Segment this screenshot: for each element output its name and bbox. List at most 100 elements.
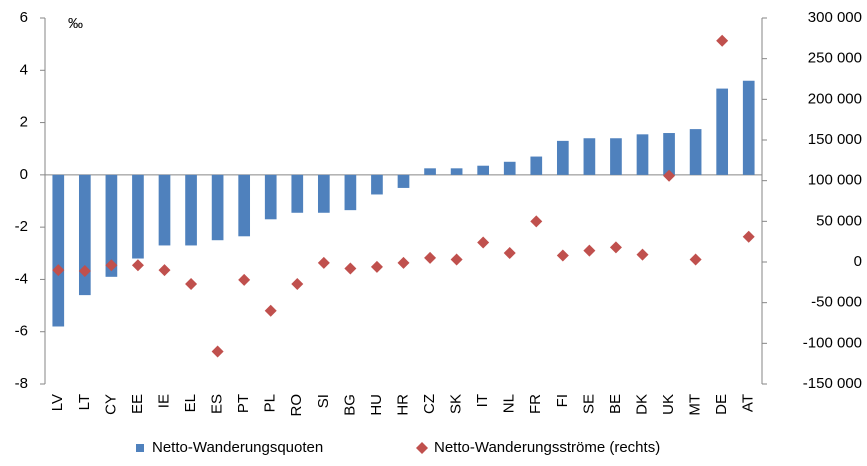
legend-marker	[136, 444, 144, 452]
diamond-marker	[78, 264, 91, 277]
y-tick-label: 0	[20, 166, 28, 183]
bar	[742, 80, 755, 175]
x-tick-label: DK	[633, 394, 650, 415]
diamond-marker	[716, 34, 729, 47]
x-tick-label: CZ	[421, 394, 438, 414]
diamond-marker	[450, 253, 463, 266]
bar	[52, 174, 65, 327]
bar	[636, 134, 649, 175]
y2-tick-label: -50 000	[811, 294, 862, 311]
x-tick-label: SI	[315, 394, 332, 408]
bar	[424, 168, 436, 175]
x-tick-label: FR	[527, 394, 544, 414]
bar	[105, 174, 118, 277]
bar	[450, 168, 463, 175]
diamond-marker	[185, 277, 198, 290]
y2-tick-label: -100 000	[803, 334, 862, 351]
x-tick-label: BE	[607, 394, 624, 414]
x-tick-label: SK	[448, 394, 465, 414]
diamond-marker	[503, 247, 516, 260]
bar	[371, 174, 383, 195]
diamond-marker	[742, 230, 755, 243]
diamond-marker	[131, 259, 144, 272]
y-tick-label: -4	[15, 270, 28, 287]
bar	[211, 174, 224, 241]
bar	[530, 156, 543, 175]
bar	[689, 129, 702, 175]
diamond-marker	[344, 262, 357, 275]
bar	[556, 140, 569, 175]
x-tick-label: HU	[368, 394, 385, 416]
y-tick-label: -6	[15, 323, 28, 340]
y2-tick-label: 300 000	[808, 9, 862, 26]
bar	[185, 174, 197, 246]
x-tick-label: LT	[76, 394, 93, 410]
unit-label: ‰	[68, 15, 83, 32]
bar	[78, 174, 91, 296]
diamond-marker	[370, 260, 383, 273]
diamond-marker	[397, 256, 410, 269]
diamond-marker	[583, 244, 596, 257]
x-tick-label: AT	[740, 394, 757, 412]
diamond-marker	[291, 277, 304, 290]
diamond-marker	[663, 169, 676, 182]
bar	[583, 138, 596, 175]
diamond-marker	[636, 248, 649, 261]
bar	[477, 165, 490, 175]
bar	[503, 161, 516, 175]
diamond-marker	[609, 241, 622, 254]
y2-tick-label: 250 000	[808, 50, 862, 67]
x-tick-label: IE	[155, 394, 172, 408]
bar	[716, 88, 729, 175]
y2-tick-label: 100 000	[808, 172, 862, 189]
x-tick-label: SE	[580, 394, 597, 414]
legend-label: Netto-Wanderungsströme (rechts)	[434, 439, 660, 456]
y2-tick-label: 150 000	[808, 131, 862, 148]
bar	[610, 138, 622, 175]
diamond-marker	[264, 304, 277, 317]
x-tick-label: EL	[182, 394, 199, 412]
bar	[158, 174, 171, 246]
bar	[317, 174, 330, 213]
diamond-marker	[158, 264, 171, 277]
diamond-marker	[530, 215, 543, 228]
y-tick-label: -2	[15, 218, 28, 235]
x-tick-label: NL	[501, 394, 518, 413]
diamond-marker	[689, 253, 702, 266]
x-tick-label: HR	[394, 394, 411, 416]
y2-tick-label: 200 000	[808, 90, 862, 107]
y-tick-label: -8	[15, 375, 28, 392]
bar	[397, 174, 410, 188]
bar	[291, 174, 304, 213]
bar	[132, 174, 144, 259]
x-tick-label: PL	[262, 394, 279, 412]
x-tick-label: DE	[713, 394, 730, 415]
y-tick-label: 4	[20, 61, 28, 78]
diamond-marker	[238, 273, 251, 286]
x-tick-label: RO	[288, 394, 305, 417]
x-tick-label: LV	[49, 394, 66, 411]
bar	[663, 133, 675, 175]
bar	[264, 174, 277, 220]
x-tick-label: PT	[235, 394, 252, 413]
y-tick-label: 6	[20, 9, 28, 26]
diamond-marker	[211, 345, 224, 358]
x-tick-label: FI	[554, 394, 571, 407]
diamond-marker	[556, 249, 569, 262]
diamond-marker	[52, 264, 65, 277]
x-tick-label: MT	[687, 394, 704, 416]
diamond-marker	[317, 256, 330, 269]
x-tick-label: BG	[341, 394, 358, 416]
x-tick-label: EE	[129, 394, 146, 414]
diamond-marker	[424, 251, 437, 264]
y2-tick-label: 50 000	[816, 212, 862, 229]
bar	[344, 174, 357, 211]
x-tick-label: IT	[474, 394, 491, 407]
legend-label: Netto-Wanderungsquoten	[152, 439, 323, 456]
diamond-marker	[105, 259, 118, 272]
y-tick-label: 2	[20, 114, 28, 131]
y2-tick-label: 0	[854, 253, 862, 270]
bar	[238, 174, 251, 237]
x-tick-label: CY	[102, 394, 119, 415]
